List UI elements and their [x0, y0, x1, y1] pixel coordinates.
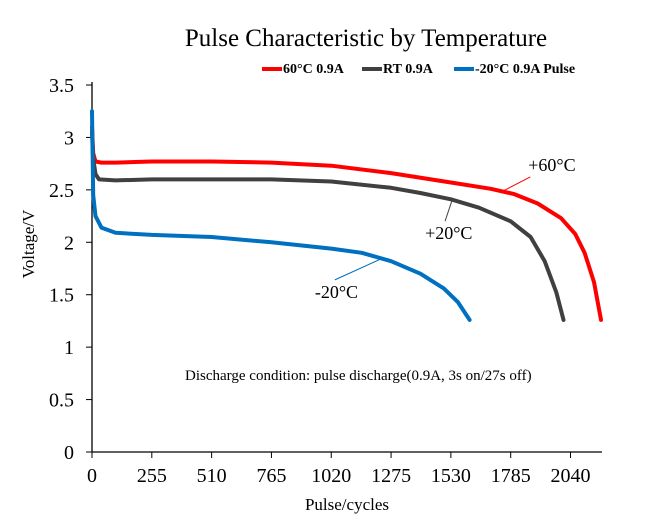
legend: 60°C 0.9A RT 0.9A -20°C 0.9A Pulse	[262, 62, 575, 77]
x-tick-label: 1275	[371, 465, 411, 487]
x-axis-label: Pulse/cycles	[305, 495, 389, 514]
x-ticks: 0 255 510 765 1020 1275 1530 1785 2040	[87, 452, 591, 487]
legend-label: 60°C 0.9A	[283, 62, 345, 77]
chart-title: Pulse Characteristic by Temperature	[185, 25, 547, 52]
legend-label: RT 0.9A	[383, 62, 434, 77]
y-tick-label: 3.5	[49, 75, 74, 97]
axes	[91, 82, 602, 453]
y-tick-label: 0	[64, 442, 74, 464]
x-tick-label: 1785	[491, 465, 531, 487]
x-tick-label: 255	[137, 465, 167, 487]
y-tick-label: 2	[64, 232, 74, 254]
x-tick-label: 765	[256, 465, 286, 487]
x-tick-label: 1020	[311, 465, 351, 487]
series-line-2	[90, 109, 472, 322]
annotation-label: -20°C	[315, 282, 358, 302]
series-line-0	[90, 124, 603, 322]
annotation-leader-line	[334, 257, 384, 281]
x-tick-label: 510	[197, 465, 227, 487]
x-tick-label: 0	[87, 465, 97, 487]
y-tick-label: 3	[64, 127, 74, 149]
series-lines	[90, 109, 603, 322]
legend-label: -20°C 0.9A Pulse	[475, 62, 575, 77]
annotation-label: +60°C	[528, 155, 575, 175]
annotation-label: +20°C	[425, 223, 472, 243]
y-tick-label: 0.5	[49, 390, 74, 412]
annotation-leader-line	[501, 176, 531, 193]
y-tick-label: 1.5	[49, 285, 74, 307]
x-tick-label: 2040	[551, 465, 591, 487]
annotations: +60°C +20°C -20°C	[315, 155, 576, 302]
discharge-note: Discharge condition: pulse discharge(0.9…	[185, 368, 532, 384]
y-ticks: 0 0.5 1 1.5 2 2.5 3 3.5	[49, 75, 92, 464]
y-axis-label: Voltage/V	[19, 209, 38, 278]
x-tick-label: 1530	[431, 465, 471, 487]
series-line-1	[90, 130, 566, 322]
annotation-leader-line	[444, 200, 453, 222]
y-tick-label: 1	[64, 337, 74, 359]
y-tick-label: 2.5	[49, 180, 74, 202]
